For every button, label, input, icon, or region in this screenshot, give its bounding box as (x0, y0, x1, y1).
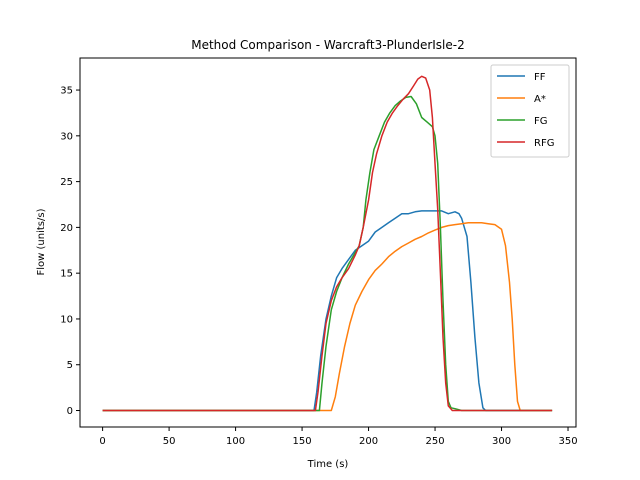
series-line-rfg-3 (102, 75, 553, 412)
y-tick-label: 30 (60, 131, 73, 142)
plot-frame (79, 57, 577, 428)
y-tick-label: 0 (67, 406, 73, 417)
x-tick-label: 300 (492, 436, 511, 447)
series-line-a-1 (102, 222, 553, 412)
legend-label: RFG (534, 138, 554, 149)
x-tick-label: 200 (359, 436, 378, 447)
legend-box (490, 64, 570, 158)
legend-label: FG (534, 116, 548, 127)
y-tick-label: 20 (60, 223, 73, 234)
plot-lines (102, 75, 553, 412)
legend-label: A* (534, 94, 546, 105)
y-tick-label: 5 (67, 360, 73, 371)
legend: FF A* FG RFG (490, 64, 570, 158)
x-tick-label: 100 (226, 436, 245, 447)
series-line-ff-0 (102, 210, 553, 412)
y-tick-label: 25 (60, 177, 73, 188)
chart-title: Method Comparison - Warcraft3-PlunderIsl… (191, 38, 465, 52)
y-axis-ticks: 0 5 10 15 20 25 30 35 (60, 86, 80, 417)
y-tick-label: 15 (60, 269, 73, 280)
x-tick-label: 0 (99, 436, 105, 447)
x-axis-label: Time (s) (307, 459, 349, 470)
x-tick-label: 150 (293, 436, 312, 447)
x-tick-label: 50 (163, 436, 176, 447)
x-axis-ticks: 0 50 100 150 200 250 300 350 (99, 427, 578, 447)
x-tick-label: 350 (558, 436, 577, 447)
y-tick-label: 10 (60, 314, 73, 325)
y-tick-label: 35 (60, 86, 73, 97)
legend-label: FF (534, 72, 546, 83)
y-axis-label: Flow (units/s) (36, 208, 47, 275)
series-line-fg-2 (102, 95, 553, 412)
x-tick-label: 250 (425, 436, 444, 447)
